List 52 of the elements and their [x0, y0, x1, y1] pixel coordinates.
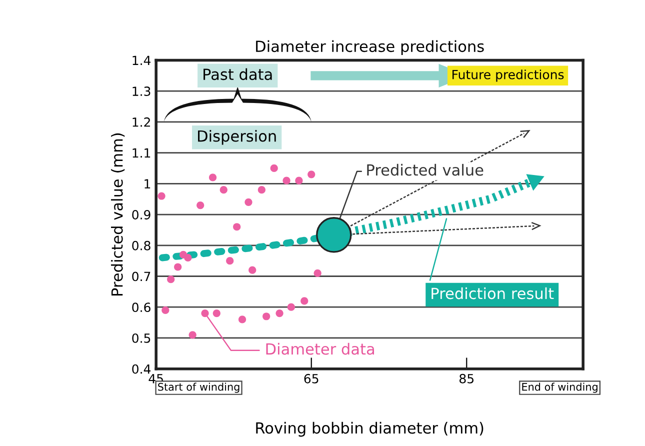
text: End of winding	[522, 382, 598, 393]
point	[258, 186, 266, 194]
y-tick-label: 0.9	[132, 210, 150, 220]
point	[308, 170, 316, 178]
point	[174, 263, 182, 271]
y-tick-label: 0.7	[132, 272, 150, 282]
chart-title: Diameter increase predictions	[256, 40, 484, 56]
point	[158, 192, 166, 200]
point	[201, 309, 209, 318]
y-tick-label: 1.4	[132, 56, 151, 65]
point	[220, 186, 228, 194]
point	[282, 176, 290, 184]
annotation: Prediction result	[432, 287, 554, 300]
point	[295, 176, 303, 184]
y-tick-label: 1.1	[132, 148, 150, 158]
point	[270, 164, 278, 172]
point	[300, 297, 308, 305]
point	[520, 130, 530, 138]
y-tick-label: 1.3	[132, 86, 150, 96]
point	[196, 201, 204, 210]
annotation: Past data	[204, 68, 272, 80]
point	[233, 223, 241, 231]
y-tick-label: 1.2	[132, 117, 150, 127]
point	[212, 309, 220, 318]
x-tick-label: 65	[304, 374, 318, 384]
y-tick-label: 1	[144, 179, 150, 188]
point	[248, 266, 256, 274]
y-tick-label: 0.6	[132, 302, 150, 312]
point	[226, 257, 234, 265]
annotation: Future predictions	[452, 70, 564, 82]
annotation: Dispersion	[198, 130, 276, 145]
point	[262, 312, 270, 320]
point	[188, 331, 196, 339]
y-tick-label: 0.8	[132, 240, 150, 250]
annotation: Diameter data	[266, 342, 374, 355]
point	[287, 303, 295, 311]
y-tick-label: 0.4	[132, 364, 151, 374]
x-tick-label: 85	[460, 374, 474, 384]
point	[208, 174, 217, 182]
point	[530, 222, 540, 230]
x-axis-title: Roving bobbin diameter (mm)	[256, 422, 484, 437]
point	[276, 309, 284, 318]
annotation: Predicted value	[367, 164, 484, 176]
point	[314, 269, 322, 277]
point	[238, 316, 246, 324]
y-tick-label: 0.5	[132, 333, 150, 343]
point	[184, 254, 192, 262]
point	[167, 276, 175, 284]
text: Start of winding	[158, 382, 240, 393]
y-axis-title: Predicted value (mm)	[111, 133, 125, 296]
point	[244, 198, 252, 206]
point	[162, 306, 170, 314]
